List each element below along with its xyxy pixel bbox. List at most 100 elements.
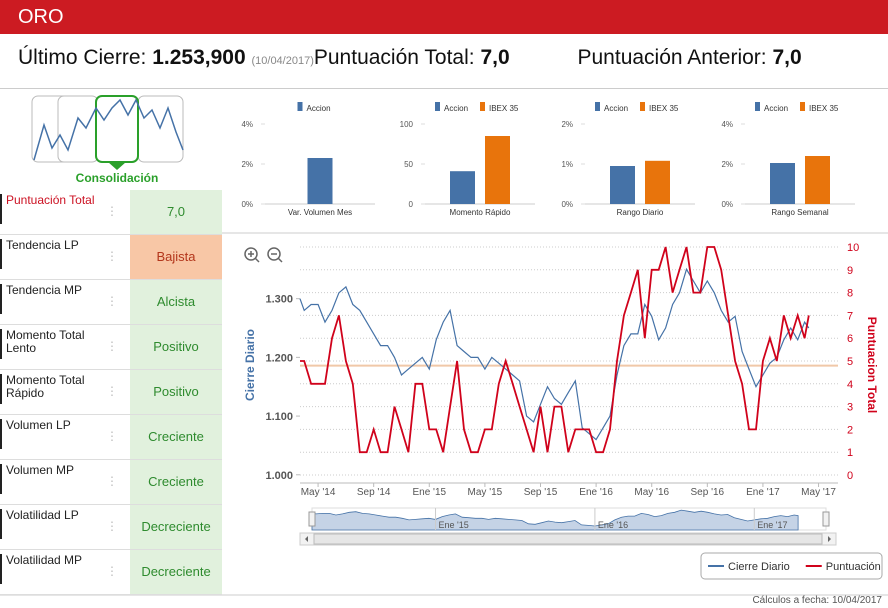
indicator-row: Tendencia LP ⋮ Bajista — [0, 235, 222, 280]
last-close-label: Último Cierre: — [18, 46, 147, 69]
category-label: Rango Semanal — [771, 208, 829, 217]
indicator-value: 7,0 — [130, 190, 222, 234]
info-icon[interactable]: ⋮ — [106, 384, 118, 398]
legend-label: Accion — [307, 104, 331, 113]
legend-frame — [700, 552, 883, 580]
legend-label[interactable]: Cierre Diario — [728, 561, 790, 573]
zoom-controls[interactable] — [244, 247, 283, 263]
footer: Cálculos a fecha: 10/04/2017 — [752, 595, 882, 606]
y2-tick-label: 1 — [847, 447, 853, 459]
bar — [645, 160, 670, 204]
indicator-label: Tendencia MP — [0, 284, 101, 314]
y-tick-label: 1% — [561, 160, 573, 169]
series-line — [300, 246, 810, 454]
x-tick-label: Sep '15 — [524, 487, 558, 498]
summary: Último Cierre: 1.253,900 (10/04/2017)Pun… — [18, 46, 878, 70]
mini-chart: 0 50 100 Accion IBEX 35 Momento Rápido — [400, 102, 535, 217]
legend-label[interactable]: Puntuación — [826, 561, 881, 573]
legend-label: IBEX 35 — [489, 104, 519, 113]
y2-tick-label: 8 — [847, 288, 853, 300]
bar — [770, 163, 795, 204]
y2-tick-label: 0 — [847, 470, 853, 482]
info-icon[interactable]: ⋮ — [106, 564, 118, 578]
title: ORO — [18, 6, 64, 28]
y-tick-label: 0% — [561, 200, 573, 209]
info-icon[interactable]: ⋮ — [106, 519, 118, 533]
legend-swatch — [755, 102, 760, 111]
x-tick-label: May '17 — [801, 487, 836, 498]
info-icon[interactable]: ⋮ — [106, 429, 118, 443]
indicator-label: Momento Total Rápido — [0, 374, 101, 404]
y2-tick-label: 9 — [847, 265, 853, 277]
indicator-label: Puntuación Total — [0, 194, 101, 224]
mini-chart: 0% 2% 4% Accion Var. Volumen Mes — [241, 102, 375, 217]
navigator-label: Ene '17 — [757, 520, 787, 530]
bar — [307, 158, 333, 204]
scrollbar[interactable] — [299, 532, 837, 546]
info-icon[interactable]: ⋮ — [106, 339, 118, 353]
navigator-handle[interactable] — [308, 511, 316, 527]
y-tick-label: 50 — [404, 160, 413, 169]
navigator-handle[interactable] — [822, 511, 830, 527]
y-tick-label: 4% — [721, 120, 733, 129]
indicator-row: Puntuación Total ⋮ 7,0 — [0, 190, 222, 235]
frame — [57, 95, 99, 163]
x-tick-label: May '15 — [468, 487, 503, 498]
info-icon[interactable]: ⋮ — [106, 474, 118, 488]
zoom-in-icon — [248, 251, 260, 263]
legend-swatch — [595, 102, 600, 111]
y2-tick-label: 10 — [847, 242, 859, 254]
y-axis-title: Cierre Diario — [243, 329, 257, 401]
indicator-row: Volumen MP ⋮ Creciente — [0, 460, 222, 505]
category-label: Momento Rápido — [450, 208, 511, 217]
info-icon[interactable]: ⋮ — [106, 249, 118, 263]
legend: Cierre Diario Puntuación — [700, 552, 883, 580]
legend-swatch — [480, 102, 485, 111]
mini-chart: 0% 1% 2% Accion IBEX 35 Rango Diario — [561, 102, 695, 217]
indicator-row: Momento Total Rápido ⋮ Positivo — [0, 370, 222, 415]
indicator-label: Volatilidad LP — [0, 509, 101, 539]
total-label: Puntuación Total: — [313, 46, 475, 69]
last-close: 1.253,900 — [152, 46, 246, 69]
y-tick-label: 1.100 — [265, 411, 293, 423]
y2-axis-title: Puntuacion Total — [865, 317, 879, 413]
legend-swatch — [640, 102, 645, 111]
indicator-row: Volatilidad MP ⋮ Decreciente — [0, 550, 222, 595]
indicator-label: Volumen MP — [0, 464, 101, 494]
x-tick-label: May '16 — [634, 487, 669, 498]
frame — [137, 95, 184, 163]
indicator-value: Creciente — [130, 415, 222, 459]
legend-swatch — [800, 102, 805, 111]
indicator-list: Puntuación Total ⋮ 7,0 Tendencia LP ⋮ Bajista… — [0, 190, 222, 595]
y-tick-label: 1.000 — [265, 470, 293, 482]
bar — [610, 166, 635, 204]
previous-label: Puntuación Anterior: — [577, 46, 767, 69]
x-tick-label: Sep '14 — [357, 487, 391, 498]
frame — [95, 95, 139, 163]
info-icon[interactable]: ⋮ — [106, 294, 118, 308]
category-label: Rango Diario — [617, 208, 664, 217]
legend-label: IBEX 35 — [809, 104, 839, 113]
x-tick-label: Ene '16 — [579, 487, 613, 498]
pattern-label: Consolidación — [76, 171, 159, 185]
y-tick-label: 1.200 — [265, 352, 293, 364]
indicator-value: Decreciente — [130, 550, 222, 594]
y-tick-label: 2% — [241, 160, 253, 169]
zoom-in[interactable] — [244, 247, 258, 261]
zoom-out[interactable] — [267, 247, 281, 261]
info-icon[interactable]: ⋮ — [106, 204, 118, 218]
indicator-row: Volatilidad LP ⋮ Decreciente — [0, 505, 222, 550]
indicator-value: Positivo — [130, 325, 222, 369]
indicator-label: Momento Total Lento — [0, 329, 101, 359]
x-tick-label: Sep '16 — [691, 487, 725, 498]
indicator-value: Bajista — [130, 235, 222, 279]
y-tick-label: 2% — [721, 160, 733, 169]
navigator-label: Ene '15 — [439, 520, 469, 530]
total: 7,0 — [480, 46, 510, 69]
y-tick-label: 100 — [400, 120, 414, 129]
indicator-row: Tendencia MP ⋮ Alcista — [0, 280, 222, 325]
y-tick-label: 0% — [721, 200, 733, 209]
legend-label: Accion — [604, 104, 628, 113]
scroll-thumb[interactable] — [313, 533, 823, 545]
